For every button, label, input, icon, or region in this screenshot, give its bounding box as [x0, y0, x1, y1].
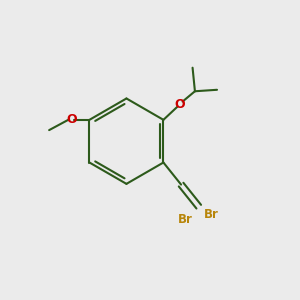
Text: O: O — [66, 113, 76, 126]
Text: Br: Br — [178, 212, 193, 226]
Text: O: O — [174, 98, 185, 111]
Text: Br: Br — [204, 208, 219, 221]
